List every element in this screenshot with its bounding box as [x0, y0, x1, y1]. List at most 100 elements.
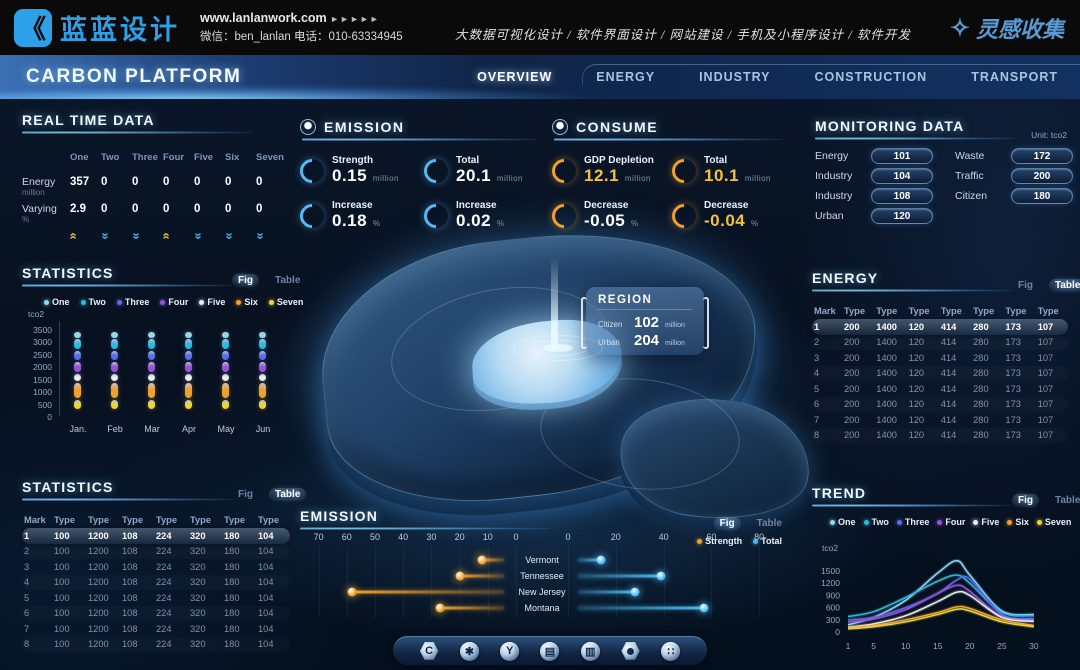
- strength-dot[interactable]: [347, 587, 357, 597]
- apps-icon[interactable]: ∷: [661, 641, 681, 661]
- monitoring-label: Industry: [815, 190, 853, 202]
- trend-legend-six[interactable]: Six: [1007, 517, 1029, 527]
- column-segment-six: [222, 382, 229, 399]
- emission-icon: [300, 119, 316, 135]
- toggle-fig[interactable]: Fig: [1012, 494, 1039, 507]
- energy-table-cell: 173: [1005, 430, 1021, 441]
- tooltip-row-citizen: Citizen 102 million: [598, 314, 692, 331]
- nav-item-construction[interactable]: CONSTRUCTION: [814, 70, 928, 84]
- toggle-fig[interactable]: Fig: [713, 517, 741, 530]
- realtime-col-header: Four: [163, 152, 185, 163]
- statistics-table-row[interactable]: 6 100 1200 108 224 320 180 104: [22, 606, 290, 622]
- energy-table-row[interactable]: 6 200 1400 120 414 280 173 107: [812, 397, 1068, 413]
- circle-y-icon[interactable]: Y: [500, 641, 520, 661]
- trend-axis-tick: 15: [933, 641, 943, 651]
- statistics-legend-two[interactable]: Two: [80, 297, 106, 307]
- consume-stats-panel: CONSUME GDP Depletion 12.1 million Total 10…: [547, 119, 792, 233]
- up-chevron-icon: «: [159, 232, 175, 240]
- statistics-table-cell: 4: [24, 577, 30, 588]
- consume-stat-grid: GDP Depletion 12.1 million Total 10.1 milli…: [547, 154, 792, 233]
- statistics-table-row[interactable]: 8 100 1200 108 224 320 180 104: [22, 637, 290, 653]
- statistics-legend-seven[interactable]: Seven: [268, 297, 303, 307]
- y-axis-tick: 1000: [33, 387, 52, 398]
- toggle-table[interactable]: Table: [1049, 279, 1080, 292]
- energy-table-row[interactable]: 1 200 1400 120 414 280 173 107: [812, 319, 1068, 335]
- nav-item-industry[interactable]: INDUSTRY: [699, 70, 771, 84]
- fig-table-toggle: Fig Table: [1012, 494, 1080, 507]
- statistics-table-row[interactable]: 1 100 1200 108 224 320 180 104: [22, 528, 290, 544]
- energy-table-cell: 120: [908, 321, 925, 332]
- energy-table-row[interactable]: 3 200 1400 120 414 280 173 107: [812, 350, 1068, 366]
- statistics-table-row[interactable]: 3 100 1200 108 224 320 180 104: [22, 559, 290, 575]
- energy-table-row[interactable]: 7 200 1400 120 414 280 173 107: [812, 412, 1068, 428]
- website-link[interactable]: www.lanlanwork.com ►►►►►: [200, 11, 403, 25]
- nav-item-transport[interactable]: TRANSPORT: [971, 70, 1058, 84]
- statistics-legend-six[interactable]: Six: [236, 297, 258, 307]
- realtime-value: 2.9: [70, 203, 86, 215]
- trend-legend-one[interactable]: One: [830, 517, 856, 527]
- services-text: 大数据可视化设计 / 软件界面设计 / 网站建设 / 手机及小程序设计 / 软件…: [455, 28, 911, 42]
- monitoring-row-energy: Energy 101: [815, 148, 933, 164]
- toggle-table[interactable]: Table: [1055, 495, 1080, 506]
- left-axis-tick: 70: [313, 532, 324, 542]
- energy-table-cell: 107: [1037, 368, 1054, 379]
- nav-item-overview[interactable]: OVERVIEW: [477, 70, 553, 84]
- monitoring-value-pill: 180: [1011, 188, 1073, 204]
- gear-icon[interactable]: ✱: [459, 641, 479, 661]
- monitor-icon[interactable]: ▥: [580, 641, 600, 661]
- strength-dot[interactable]: [477, 555, 487, 565]
- total-dot[interactable]: [656, 571, 666, 581]
- strength-dot[interactable]: [455, 571, 465, 581]
- total-dot[interactable]: [699, 603, 709, 613]
- inspiration-collect-logo[interactable]: ✧ 灵感收集: [950, 12, 1064, 44]
- toggle-table[interactable]: Table: [756, 518, 782, 529]
- trend-legend-three[interactable]: Three: [896, 517, 929, 527]
- trend-legend-seven[interactable]: Seven: [1036, 517, 1071, 527]
- arc-icon: [295, 199, 329, 233]
- trend-legend-two[interactable]: Two: [863, 517, 889, 527]
- nav-item-energy[interactable]: ENERGY: [596, 70, 656, 84]
- statistics-legend-three[interactable]: Three: [116, 297, 149, 307]
- energy-table-header-cell: Type: [973, 305, 995, 316]
- energy-table-row[interactable]: 4 200 1400 120 414 280 173 107: [812, 366, 1068, 382]
- emission-chart-panel: EMISSION Fig Table Strength Total 70 60 50 4…: [300, 508, 788, 624]
- trend-legend-five[interactable]: Five: [973, 517, 999, 527]
- statistics-legend-five[interactable]: Five: [199, 297, 225, 307]
- lanlan-logo-icon[interactable]: 《: [14, 8, 52, 47]
- column-segment-three: [111, 350, 118, 361]
- statistics-table-cell: 224: [156, 530, 172, 541]
- statistics-table-cell: 104: [258, 561, 274, 572]
- trend-legend-four[interactable]: Four: [937, 517, 965, 527]
- strength-dot[interactable]: [435, 603, 445, 613]
- toggle-table[interactable]: Table: [275, 275, 301, 286]
- toggle-fig[interactable]: Fig: [232, 274, 259, 287]
- right-axis-tick: 60: [706, 532, 717, 542]
- statistics-legend-four[interactable]: Four: [160, 297, 188, 307]
- energy-table-cell: 1400: [876, 368, 897, 379]
- toggle-fig[interactable]: Fig: [1018, 280, 1033, 291]
- total-dot[interactable]: [596, 555, 606, 565]
- toggle-table[interactable]: Table: [269, 488, 307, 501]
- energy-table-row[interactable]: 5 200 1400 120 414 280 173 107: [812, 381, 1068, 397]
- toggle-fig[interactable]: Fig: [238, 489, 253, 500]
- title-underline: [302, 138, 537, 141]
- monitoring-value-pill: 104: [871, 168, 933, 184]
- total-dot[interactable]: [630, 587, 640, 597]
- statistics-table-row[interactable]: 5 100 1200 108 224 320 180 104: [22, 590, 290, 606]
- energy-table-row[interactable]: 2 200 1400 120 414 280 173 107: [812, 335, 1068, 351]
- statistics-table-row[interactable]: 2 100 1200 108 224 320 180 104: [22, 544, 290, 560]
- gridline: [375, 546, 376, 618]
- statistics-table-cell: 1200: [88, 530, 109, 541]
- home-hex-icon[interactable]: C: [420, 642, 439, 660]
- emission-legend-total[interactable]: Total: [753, 536, 782, 546]
- energy-table-row[interactable]: 8 200 1400 120 414 280 173 107: [812, 428, 1068, 444]
- statistics-legend-one[interactable]: One: [44, 297, 70, 307]
- emission-legend-strength[interactable]: Strength: [697, 536, 742, 546]
- statistics-table-row[interactable]: 4 100 1200 108 224 320 180 104: [22, 575, 290, 591]
- statistics-table-cell: 320: [190, 530, 206, 541]
- nut-icon[interactable]: [621, 642, 640, 660]
- charging-pile-icon[interactable]: ▤: [540, 641, 560, 661]
- energy-table-header-cell: Type: [940, 305, 962, 316]
- stat-text: Decrease -0.04 %: [704, 200, 759, 231]
- statistics-table-row[interactable]: 7 100 1200 108 224 320 180 104: [22, 621, 290, 637]
